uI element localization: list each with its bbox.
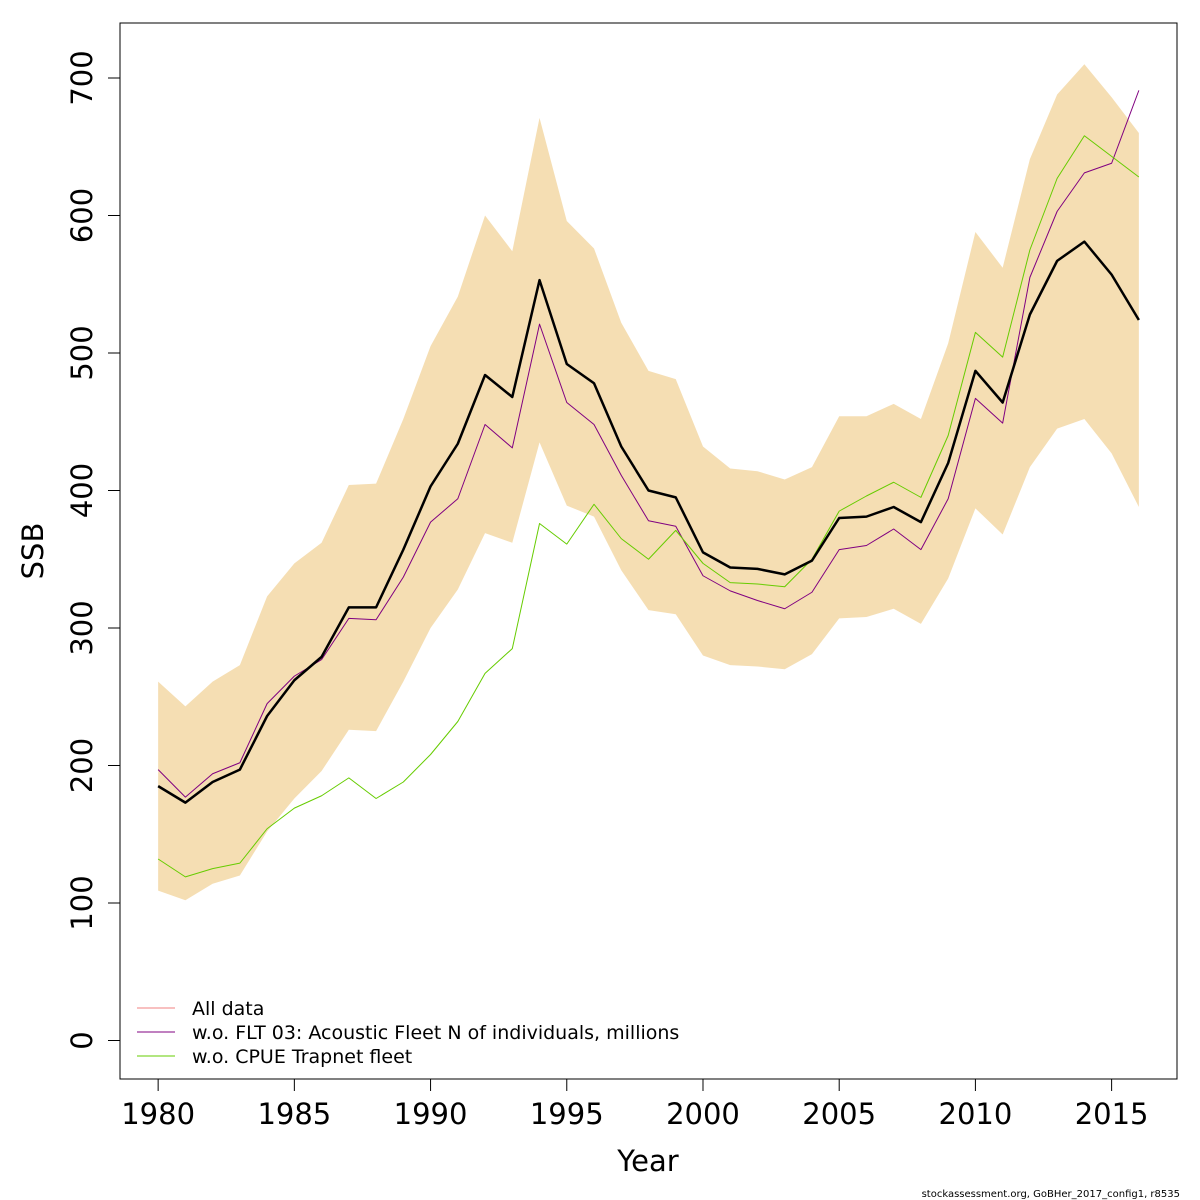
x-tick-label: 1995 xyxy=(530,1097,604,1131)
series-line-1 xyxy=(157,90,1140,798)
y-tick-label: 100 xyxy=(65,875,99,930)
x-tick-label: 1985 xyxy=(257,1097,331,1131)
y-tick-label: 700 xyxy=(65,50,99,105)
footer-credit: stockassessment.org, GoBHer_2017_config1… xyxy=(922,1189,1180,1200)
series-lines xyxy=(157,90,1140,878)
y-axis-title: SSB xyxy=(16,523,50,580)
legend-label: w.o. FLT 03: Acoustic Fleet N of individ… xyxy=(192,1022,679,1044)
series-line-0 xyxy=(157,240,1140,804)
y-tick-label: 400 xyxy=(65,463,99,518)
x-tick-label: 2000 xyxy=(666,1097,740,1131)
x-tick-label: 2010 xyxy=(939,1097,1013,1131)
legend-label: All data xyxy=(192,998,264,1020)
y-axis: 0 100 200 300 400 500 600 700 xyxy=(65,50,121,1050)
series-line-2 xyxy=(157,135,1140,878)
y-tick-label: 300 xyxy=(65,600,99,655)
y-tick-label: 600 xyxy=(65,188,99,243)
confidence-band xyxy=(158,64,1139,901)
x-tick-label: 2005 xyxy=(802,1097,876,1131)
x-tick-label: 1990 xyxy=(394,1097,468,1131)
x-axis: 1980 1985 1990 1995 2000 2005 2010 2015 xyxy=(121,1078,1149,1131)
x-tick-label: 1980 xyxy=(121,1097,195,1131)
y-tick-label: 200 xyxy=(65,738,99,793)
y-tick-label: 0 xyxy=(65,1031,99,1049)
legend-label: w.o. CPUE Trapnet fleet xyxy=(192,1046,412,1068)
x-tick-label: 2015 xyxy=(1075,1097,1149,1131)
y-tick-label: 500 xyxy=(65,325,99,380)
x-axis-title: Year xyxy=(616,1144,678,1178)
